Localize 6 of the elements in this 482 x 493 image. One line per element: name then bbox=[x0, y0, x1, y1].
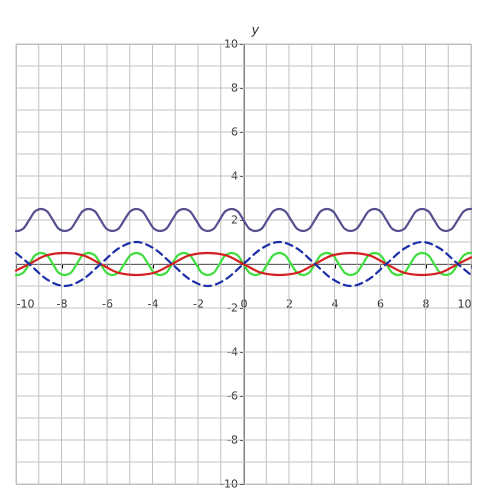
x-tick-label: 10 bbox=[458, 298, 472, 310]
line-series bbox=[14, 252, 472, 276]
x-tick-label: -10 bbox=[16, 298, 34, 310]
y-axis-title: y bbox=[250, 23, 260, 38]
line-series bbox=[14, 208, 472, 232]
line-series bbox=[14, 240, 472, 288]
